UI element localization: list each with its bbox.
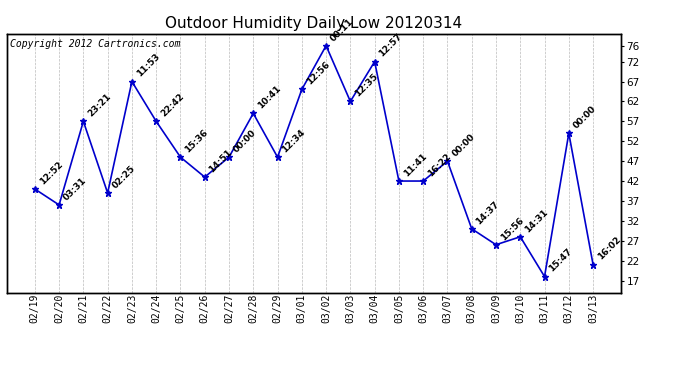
Text: 10:41: 10:41 — [256, 84, 283, 111]
Text: Copyright 2012 Cartronics.com: Copyright 2012 Cartronics.com — [10, 39, 180, 49]
Text: 14:31: 14:31 — [523, 207, 550, 234]
Text: 23:21: 23:21 — [86, 92, 112, 118]
Text: 14:37: 14:37 — [475, 199, 501, 226]
Text: 15:36: 15:36 — [184, 128, 210, 154]
Text: 11:41: 11:41 — [402, 152, 428, 178]
Text: 12:56: 12:56 — [304, 60, 331, 87]
Text: 12:35: 12:35 — [353, 72, 380, 99]
Title: Outdoor Humidity Daily Low 20120314: Outdoor Humidity Daily Low 20120314 — [166, 16, 462, 31]
Text: 03:31: 03:31 — [62, 176, 88, 202]
Text: 15:56: 15:56 — [499, 215, 525, 242]
Text: 16:02: 16:02 — [596, 236, 622, 262]
Text: 14:51: 14:51 — [208, 148, 234, 174]
Text: 16:22: 16:22 — [426, 152, 453, 178]
Text: 00:00: 00:00 — [232, 128, 258, 154]
Text: 22:42: 22:42 — [159, 92, 186, 118]
Text: 02:25: 02:25 — [110, 164, 137, 190]
Text: 00:11: 00:11 — [329, 16, 355, 43]
Text: 12:57: 12:57 — [377, 32, 404, 59]
Text: 00:00: 00:00 — [451, 132, 477, 158]
Text: 12:52: 12:52 — [37, 160, 64, 186]
Text: 11:53: 11:53 — [135, 52, 161, 79]
Text: 00:00: 00:00 — [571, 104, 598, 130]
Text: 15:47: 15:47 — [547, 247, 574, 274]
Text: 12:34: 12:34 — [280, 128, 307, 154]
